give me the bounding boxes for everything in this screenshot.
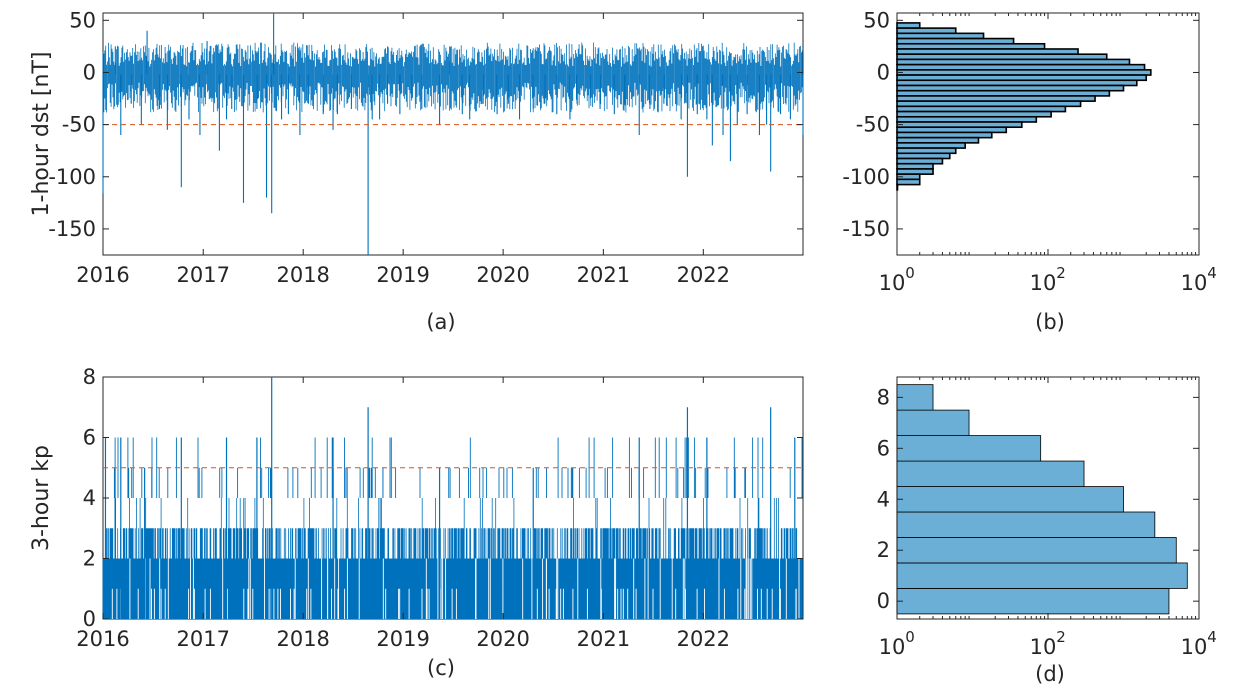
panel-b-ytick-label: -150 xyxy=(842,217,890,241)
dst-hist-bar xyxy=(896,178,921,186)
panel-b-xtick-label: 10 xyxy=(1030,271,1057,295)
kp-hist-bar xyxy=(896,460,1085,487)
panel-c-xtick-label: 2020 xyxy=(476,627,529,651)
dst-noise-band xyxy=(102,42,803,113)
panel-b-ytick-label: -50 xyxy=(856,113,890,137)
panel-b-ytick-label: -100 xyxy=(842,165,890,189)
panel-a-ylabel: 1-hour dst [nT] xyxy=(29,52,54,217)
panel-c-ytick-label: 2 xyxy=(83,547,96,571)
panel-c-ticks: 0 2 4 6 8 2016 2017 2018 2019 2020 2021 2022 xyxy=(76,365,803,651)
panel-b-ytick-label: 50 xyxy=(863,8,890,32)
panel-d-xtick-label: 10 xyxy=(1030,635,1057,659)
kp-hist-bar xyxy=(896,435,1042,462)
kp-hist-bar xyxy=(896,511,1156,538)
kp-hist-bar xyxy=(896,588,1170,615)
panel-c: 0 2 4 6 8 2016 2017 2018 2019 2020 2021 2022 3-hour… xyxy=(29,365,804,680)
panel-a-xtick-label: 2017 xyxy=(177,263,230,287)
panel-d-ytick-label: 6 xyxy=(877,436,890,460)
panel-b-caption: (b) xyxy=(1035,310,1065,334)
panel-c-xtick-label: 2021 xyxy=(577,627,630,651)
panel-c-xtick-label: 2019 xyxy=(376,627,429,651)
panel-a-ytick-label: -50 xyxy=(62,113,96,137)
panel-d-ytick-label: 2 xyxy=(877,538,890,562)
panel-a-caption: (a) xyxy=(426,310,455,334)
panel-c-xtick-label: 2017 xyxy=(177,627,230,651)
panel-b-xtick-label: 10 xyxy=(1181,271,1208,295)
panel-d-xtick-label: 10 xyxy=(879,635,906,659)
panel-c-xtick-label: 2018 xyxy=(276,627,329,651)
panel-a-xtick-label: 2020 xyxy=(476,263,529,287)
kp-low-gaps xyxy=(111,558,800,619)
panel-a-ytick-label: -100 xyxy=(48,165,96,189)
panel-d-xtick-exponent: 0 xyxy=(905,628,915,646)
panel-b-xtick-exponent: 0 xyxy=(905,264,915,282)
panel-d-ytick-label: 4 xyxy=(877,487,890,511)
panel-c-ytick-label: 6 xyxy=(83,426,96,450)
panel-c-ytick-label: 8 xyxy=(83,365,96,389)
panel-b-xtick-exponent: 4 xyxy=(1207,264,1217,282)
panel-b-xtick-exponent: 2 xyxy=(1056,264,1066,282)
kp-hist-bar xyxy=(896,384,934,411)
kp-hist-bar xyxy=(896,537,1177,564)
panel-a-ytick-label: 50 xyxy=(69,8,96,32)
panel-d-ytick-label: 8 xyxy=(877,385,890,409)
panel-d-caption: (d) xyxy=(1035,662,1065,686)
panel-b-ytick-label: 0 xyxy=(877,60,890,84)
panel-c-xtick-label: 2016 xyxy=(76,627,129,651)
panel-c-ytick-label: 4 xyxy=(83,486,96,510)
panel-a-ytick-label: -150 xyxy=(48,217,96,241)
panel-a-ticks: 50 0 -50 -100 -150 2016 2017 2018 2019 2020 2021 20… xyxy=(48,8,803,287)
panel-a-xtick-label: 2018 xyxy=(276,263,329,287)
panel-d-xtick-exponent: 4 xyxy=(1207,628,1217,646)
panel-d-ytick-label: 0 xyxy=(877,589,890,613)
panel-b-xtick-label: 10 xyxy=(879,271,906,295)
panel-d-bars xyxy=(896,384,1188,615)
panel-a-xtick-label: 2022 xyxy=(677,263,730,287)
kp-hist-bar xyxy=(896,409,970,436)
kp-bar-band xyxy=(102,498,803,619)
panel-c-caption: (c) xyxy=(427,656,455,680)
panel-c-xtick-label: 2022 xyxy=(677,627,730,651)
panel-a-ytick-label: 0 xyxy=(83,60,96,84)
panel-b-bars xyxy=(896,22,1152,191)
panel-c-ylabel: 3-hour kp xyxy=(29,445,54,551)
panel-a-xtick-label: 2021 xyxy=(577,263,630,287)
panel-a-xtick-label: 2019 xyxy=(376,263,429,287)
panel-d-xtick-exponent: 2 xyxy=(1056,628,1066,646)
panel-a-series xyxy=(102,13,804,255)
panel-c-ytick-label: 0 xyxy=(83,607,96,631)
kp-hist-bar xyxy=(896,562,1188,589)
panel-d-xtick-label: 10 xyxy=(1181,635,1208,659)
kp-hist-bar xyxy=(896,486,1124,513)
panel-a-xtick-label: 2016 xyxy=(76,263,129,287)
dst-hist-bar xyxy=(896,183,899,191)
panel-a: 50 0 -50 -100 -150 2016 2017 2018 2019 2020 2021 20… xyxy=(29,8,804,334)
